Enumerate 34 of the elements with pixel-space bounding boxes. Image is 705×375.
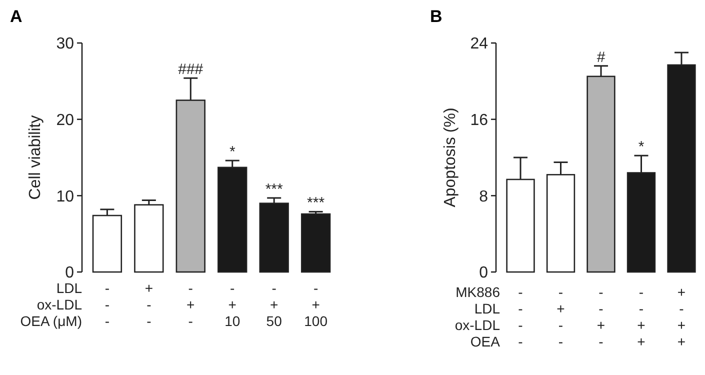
y-tick-label: 0 [65,264,74,282]
x-tick-label: + - + + [677,284,686,350]
x-axis-title: LDL ox-LDL OEA (μM) [20,280,82,329]
x-tick-label: - - - [104,280,110,329]
annotation: *** [265,180,283,198]
x-tick-label: - - + - [596,284,606,350]
chart-title: B [430,7,442,26]
y-tick-label: 30 [56,36,74,53]
x-tick-label: - + 50 [266,280,282,329]
bar [300,213,331,273]
x-axis-title: MK886 LDL ox-LDL OEA [454,284,501,350]
x-tick-label: - + - [186,280,195,329]
x-tick-label: - + - - [556,284,565,350]
y-tick-label: 16 [470,112,488,129]
y-tick-label: 8 [479,188,488,206]
x-tick-label: - + 100 [304,280,328,329]
annotation: # [596,48,606,66]
y-tick-label: 0 [479,264,488,282]
y-tick-label: 24 [470,36,488,53]
y-tick-label: 10 [56,188,74,206]
chart-title: A [10,7,22,26]
x-tick-label: - - + + [637,284,646,350]
annotation: ### [178,61,204,78]
annotation: *** [307,194,325,212]
y-axis-title: Cell viability [27,115,44,200]
bar [259,202,289,273]
y-tick-label: 20 [56,112,74,129]
bar [134,204,164,273]
x-tick-label: - + 10 [224,280,240,329]
annotation: * [638,138,644,156]
y-axis-title: Apoptosis (%) [442,108,459,208]
x-tick-label: - - - - [518,284,524,350]
annotation: * [229,144,236,161]
x-tick-label: + - - [144,280,154,329]
